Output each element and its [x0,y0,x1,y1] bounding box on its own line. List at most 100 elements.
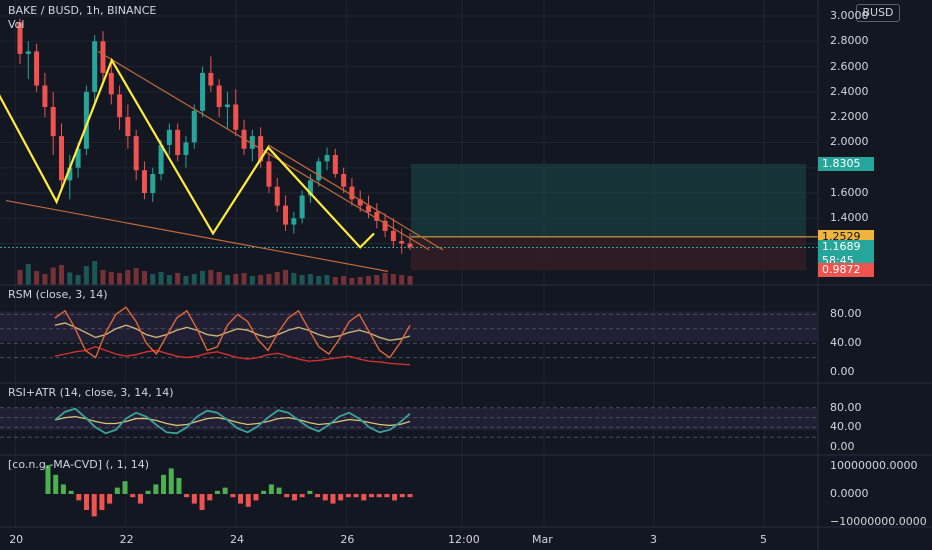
volume-bar [324,275,330,285]
cvd-bar [307,490,313,494]
candle-body [382,220,388,231]
candle-body [390,230,396,242]
candle-body [249,136,255,149]
cvd-bar [384,494,390,498]
cvd-bar [315,494,321,498]
cvd-bar [322,494,328,501]
price-tick: 2.8000 [830,34,869,48]
candle-body [100,41,106,73]
candle-body [274,186,280,206]
candle-body [208,72,214,86]
zigzag-line [0,57,375,249]
volume-bar [249,276,255,285]
rsi-atr-title: RSI+ATR (14, close, 3, 14, 14) [8,386,174,399]
cvd-bar [330,494,336,504]
volume-bar [224,275,230,285]
cvd-bar [53,474,59,494]
candle-body [233,104,239,130]
volume-bar [141,271,147,285]
volume-bar [399,275,405,285]
cvd-bar [130,494,136,498]
candlesticks [17,18,413,254]
position-zones [0,163,818,271]
cvd-bar [145,490,151,494]
rsi-atr-indicator [0,407,818,438]
volume-bar [50,267,56,285]
volume-bar [75,275,81,285]
price-tick: 1.4000 [830,211,869,225]
cvd-bar [345,494,351,498]
candle-body [224,104,230,108]
rsm-tick: 80.00 [830,307,862,321]
candle-body [200,72,206,111]
candle-body [17,22,23,54]
volume-bar [274,272,280,285]
rsm-red-line [54,346,411,366]
candle-body [307,180,313,196]
volume-bar [349,278,355,285]
cvd-bar [368,494,374,498]
cvd-bar [245,494,251,507]
volume-bar [366,276,372,285]
currency-button[interactable]: BUSD [856,4,900,22]
cvd-bar [137,494,143,504]
volume-bar [183,276,189,285]
price-tick: 3.0000 [830,9,869,22]
target-zone [411,163,806,237]
price-badge: 1.2529 [818,229,874,244]
volume-bar [58,265,64,285]
cvd-bar [361,494,367,501]
time-label: 3 [650,533,657,546]
volume-bar [307,274,313,285]
volume-bar [357,277,363,285]
cvd-bar [238,494,244,504]
cvd-bar [76,494,82,501]
rsm-tick: 40.00 [830,336,862,350]
time-label: 20 [9,533,24,546]
candle-body [191,110,197,143]
cvd-bar [299,494,305,498]
cvd-bar [376,494,382,498]
candle-body [150,174,156,193]
price-tick: 2.2000 [830,110,869,124]
cvd-bar [291,494,297,501]
price-tick: 1.6000 [830,185,869,199]
trendline [267,144,444,251]
candle-body [67,167,73,181]
candle-body [125,117,131,137]
rsi-atr-tick: 0.00 [830,440,855,453]
cvd-bar [168,468,174,494]
price-tick: 2.0000 [830,135,869,149]
volume-bar [374,275,380,285]
rsm-title: RSM (close, 3, 14) [8,288,108,301]
cvd-bar [207,494,213,501]
volume-bar [125,270,131,285]
volume-bar [83,266,89,285]
candle-body [316,161,322,181]
rsi-signal-line [54,415,411,427]
volume-bar [216,272,222,285]
volume-bar [266,274,272,285]
candle-body [266,161,272,187]
candle-body [50,107,56,137]
volume-bar [407,276,413,285]
volume-bar [208,270,214,285]
cvd-bar [60,484,66,494]
cvd-title: [co.n.g.-MA-CVD] (, 1, 14) [8,458,150,471]
candle-body [183,142,189,156]
cvd-bar [392,494,398,501]
rsm-tick: 0.00 [830,365,855,378]
cvd-tick: −10000000.0000 [830,515,927,528]
volume-bar [34,271,40,285]
cvd-bar [68,490,74,494]
cvd-bar [276,487,282,494]
cvd-bar [184,494,190,498]
volume-bar [341,276,347,285]
volume-bar [92,261,98,285]
candle-body [108,72,114,95]
volume-bar [233,274,239,285]
volume-bar [291,273,297,285]
cvd-bar [230,494,236,498]
